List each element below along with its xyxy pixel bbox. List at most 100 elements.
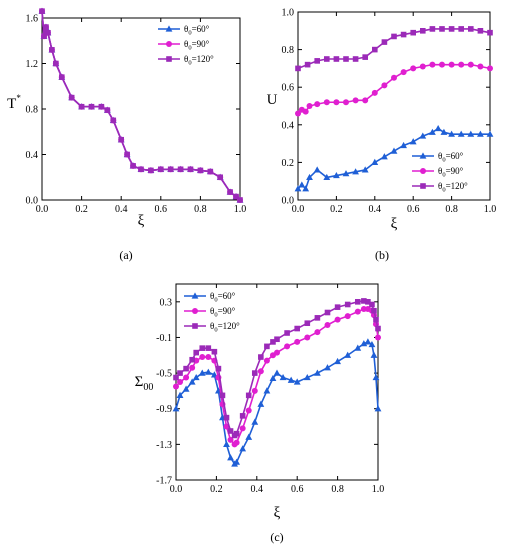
data-point <box>173 383 179 390</box>
data-point <box>274 349 280 356</box>
y-tick-label: 0.2 <box>282 158 295 169</box>
data-point <box>400 69 407 76</box>
data-point <box>429 128 436 135</box>
data-point <box>239 445 247 452</box>
data-point <box>284 343 291 350</box>
data-point <box>306 173 313 181</box>
x-tick-label: 0.8 <box>194 204 207 215</box>
chart-panel-b: 0.0 0.2 0.4 0.6 0.8 1.0 0.0 0.2 0.4 0.6 0.8 1.0 θ0=6… <box>267 8 497 263</box>
data-point <box>104 107 111 113</box>
data-point <box>223 440 230 447</box>
data-point <box>211 348 218 355</box>
x-tick-label: 0.0 <box>292 204 305 215</box>
legend-swatch-marker <box>191 292 199 299</box>
y-tick-label: 0.0 <box>282 196 295 207</box>
data-point <box>324 309 331 316</box>
x-tick-label: 0.8 <box>331 484 344 495</box>
data-point <box>313 166 321 173</box>
data-point <box>372 373 380 381</box>
x-tick-label: 0.4 <box>251 484 264 495</box>
data-point <box>189 364 196 371</box>
data-point <box>192 373 200 381</box>
x-tick-label: 1.0 <box>234 204 247 215</box>
data-point <box>215 365 222 372</box>
data-point <box>251 418 259 425</box>
y-tick-label: 0.3 <box>160 297 173 308</box>
panel-label: (c) <box>270 530 283 544</box>
data-point <box>448 26 455 32</box>
data-point <box>314 369 321 376</box>
data-point <box>375 334 381 341</box>
data-point <box>457 130 465 137</box>
legend-entry: θ0=120° <box>210 321 240 334</box>
data-point <box>370 351 378 358</box>
data-point <box>390 147 398 154</box>
x-tick-label: 0.2 <box>330 204 343 215</box>
data-point <box>333 56 340 62</box>
data-point <box>188 378 196 385</box>
data-point <box>371 89 378 96</box>
data-point <box>372 46 378 53</box>
data-point <box>352 56 359 62</box>
data-point <box>258 354 264 360</box>
y-tick-label: 1.6 <box>26 14 39 25</box>
legend-swatch-marker <box>165 25 173 32</box>
series-line <box>41 11 241 201</box>
data-point <box>287 376 295 383</box>
x-tick-label: 1.0 <box>372 484 385 495</box>
panel-label: (b) <box>375 248 389 262</box>
data-point <box>323 173 331 181</box>
data-point <box>182 385 190 392</box>
data-point <box>284 330 290 336</box>
data-point <box>251 387 258 394</box>
y-tick-label: 1.0 <box>282 8 295 19</box>
data-point <box>39 8 45 14</box>
data-point <box>324 56 330 62</box>
data-point <box>477 130 484 137</box>
data-point <box>298 181 306 188</box>
legend-swatch-marker <box>419 152 427 159</box>
chart-panel-c: 0.0 0.2 0.4 0.6 0.8 1.0 -1.7 -1.3 -0.9 -0.5 -0.1 0.… <box>135 283 385 544</box>
data-point <box>324 364 331 371</box>
data-point <box>294 325 300 332</box>
data-point <box>369 301 375 308</box>
data-point <box>183 374 190 381</box>
data-point <box>257 368 264 375</box>
data-point <box>344 351 352 358</box>
y-tick-label: 1.2 <box>26 59 39 70</box>
legend-swatch-marker <box>420 168 426 174</box>
legend-entry: θ0=90° <box>210 306 236 319</box>
y-axis-label: Σ00 <box>135 374 154 393</box>
legend-entry: θ0=90° <box>438 166 464 179</box>
data-point <box>334 357 341 365</box>
legend-swatch-marker <box>420 183 426 189</box>
data-point <box>306 103 313 109</box>
data-point <box>400 141 407 149</box>
data-point <box>177 166 184 173</box>
data-point <box>43 24 49 30</box>
data-point <box>219 392 226 399</box>
series-line <box>175 300 379 437</box>
data-point <box>477 63 484 70</box>
data-point <box>361 298 367 304</box>
data-point <box>173 374 179 381</box>
data-point <box>344 313 351 320</box>
y-tick-label: 0.8 <box>26 105 39 116</box>
data-point <box>434 124 442 132</box>
data-point <box>59 74 65 80</box>
data-point <box>88 103 95 110</box>
data-point <box>227 436 234 443</box>
x-axis-label: ξ <box>274 505 281 521</box>
y-axis-label: U <box>267 92 278 108</box>
legend-swatch-marker <box>166 56 172 62</box>
data-point <box>314 101 321 108</box>
legend-entry: θ0=60° <box>438 151 464 164</box>
data-point <box>302 185 310 192</box>
data-point <box>334 304 341 310</box>
data-point <box>381 153 388 160</box>
data-point <box>269 374 277 382</box>
data-point <box>78 103 85 110</box>
legend-entry: θ0=120° <box>184 54 214 66</box>
data-point <box>429 61 436 68</box>
x-axis-label: ξ <box>138 213 145 229</box>
